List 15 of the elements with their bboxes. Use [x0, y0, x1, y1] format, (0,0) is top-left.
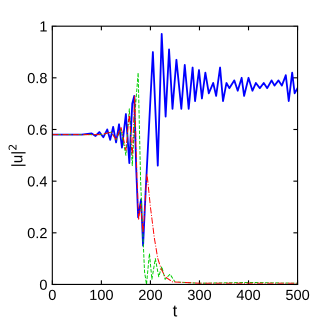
x-tick-label: 500 — [286, 290, 310, 300]
y-tick-label: 0.2 — [28, 228, 47, 238]
x-tick-label: 200 — [138, 290, 162, 300]
x-tick-label: 400 — [236, 290, 260, 300]
y-tick-label: 0.8 — [28, 72, 47, 84]
y-axis-title: |u|$^{2}$ — [8, 144, 26, 166]
line-series — [52, 33, 298, 247]
x-tick-label: 100 — [90, 290, 113, 300]
y-tick-label: 1 — [40, 21, 47, 32]
x-tick-label: 300 — [188, 290, 212, 300]
y-tick-label: 0.4 — [28, 176, 48, 187]
x-tick-label: 0 — [48, 290, 56, 300]
x-axis-title: t — [172, 306, 178, 317]
y-tick-label: 0.6 — [28, 124, 47, 135]
y-tick-label: 0 — [40, 280, 47, 290]
